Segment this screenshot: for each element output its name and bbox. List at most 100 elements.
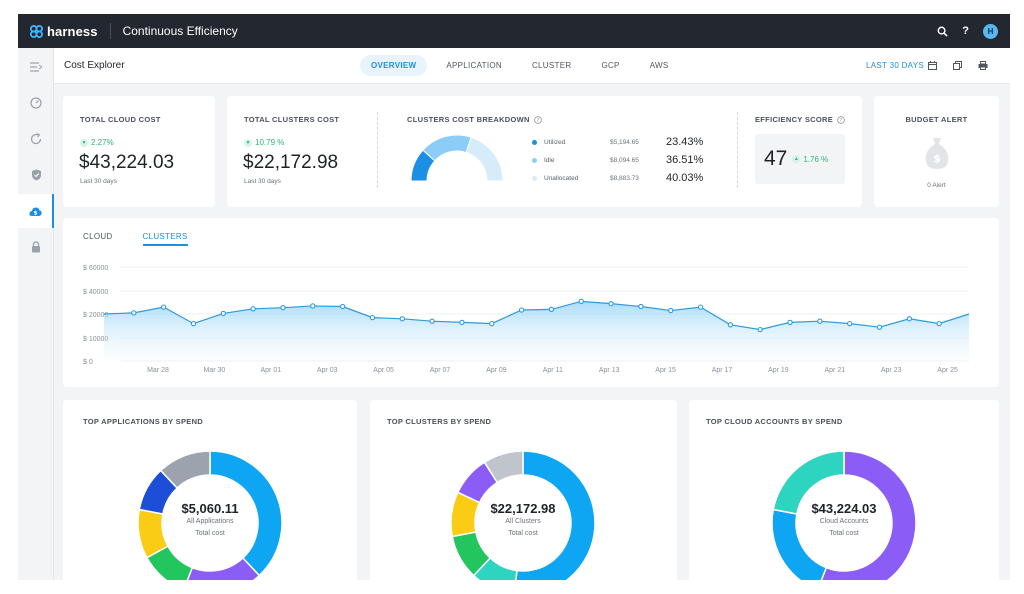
x-tick-label: Apr 23 xyxy=(881,367,902,374)
tab-cluster[interactable]: CLUSTER xyxy=(531,61,572,70)
gauge-icon[interactable] xyxy=(18,86,54,120)
x-tick-label: Apr 03 xyxy=(317,367,338,374)
date-range-label: LAST 30 DAYS xyxy=(866,61,924,70)
data-point[interactable] xyxy=(548,306,555,313)
efficiency-delta: ▲ 1.76 % xyxy=(792,155,828,164)
x-tick-label: Apr 11 xyxy=(543,367,563,374)
data-point[interactable] xyxy=(220,310,226,317)
x-tick-label: Apr 21 xyxy=(824,367,845,374)
donut-sub1: Cloud Accounts xyxy=(819,518,869,525)
data-point[interactable] xyxy=(190,320,197,327)
data-point[interactable] xyxy=(310,303,316,309)
data-point[interactable] xyxy=(518,307,525,313)
search-icon[interactable] xyxy=(937,26,948,37)
top-clusters-card: TOP CLUSTERS BY SPEND $22,172.98 All Clu… xyxy=(370,400,677,580)
row-name: Unallocated xyxy=(544,175,579,182)
arrow-down-icon: ▼ xyxy=(80,138,88,147)
top-clusters-donut[interactable] xyxy=(450,450,596,580)
data-point[interactable] xyxy=(429,318,435,324)
efficiency-score-box: 47 ▲ 1.76 % xyxy=(755,134,845,184)
top-cloud-accounts-donut[interactable] xyxy=(771,450,917,580)
tab-application[interactable]: APPLICATION xyxy=(446,61,502,70)
arrow-down-icon: ▼ xyxy=(244,138,252,147)
data-point[interactable] xyxy=(399,316,405,322)
data-point[interactable] xyxy=(876,324,883,330)
info-icon[interactable]: ? xyxy=(533,115,542,124)
total-cloud-cost-card[interactable]: TOTAL CLOUD COST ▼ 2.27% $43,224.03 Last… xyxy=(63,96,215,207)
tab-overview[interactable]: OVERVIEW xyxy=(360,55,428,76)
data-point[interactable] xyxy=(697,304,704,310)
data-point[interactable] xyxy=(459,319,465,326)
data-point[interactable] xyxy=(578,298,584,304)
donut-segment-2[interactable] xyxy=(772,450,845,515)
donut-segment-5[interactable] xyxy=(483,450,524,484)
clusters-summary-card: TOTAL CLUSTERS COST ▼ 10.79 % $22,172.98… xyxy=(227,96,862,207)
app-window: harness Continuous Efficiency ? H $ xyxy=(18,14,1010,580)
x-tick-label: Apr 01 xyxy=(260,367,281,374)
cloud-cost-value: $43,224.03 xyxy=(79,152,175,173)
x-tick-label: Apr 17 xyxy=(712,367,733,374)
donut-amount: $22,172.98 xyxy=(490,501,556,516)
row-name: Utilized xyxy=(544,139,566,146)
data-point[interactable] xyxy=(847,320,853,327)
copy-icon[interactable] xyxy=(953,61,962,70)
print-icon[interactable] xyxy=(978,61,988,70)
efficiency-label: EFFICIENCY SCORE xyxy=(755,115,834,124)
x-tick-label: Apr 19 xyxy=(768,367,789,374)
donut-segment-0[interactable] xyxy=(817,450,917,580)
menu-collapse-icon[interactable] xyxy=(18,50,54,84)
top-applications-donut[interactable] xyxy=(137,450,283,580)
data-point[interactable] xyxy=(936,320,942,327)
cost-trend-chart[interactable]: $ 60000 $ 40000 $ 20000 $ 10000 $ 0 Mar 28 Ma… xyxy=(63,218,999,387)
cloud-cost-icon[interactable]: $ xyxy=(18,194,54,228)
help-icon[interactable]: ? xyxy=(962,25,969,37)
data-point[interactable] xyxy=(280,305,286,311)
data-point[interactable] xyxy=(608,301,614,307)
data-point[interactable] xyxy=(757,326,763,333)
info-icon[interactable]: ? xyxy=(837,115,845,124)
efficiency-header: EFFICIENCY SCORE ? xyxy=(755,115,845,124)
data-point[interactable] xyxy=(250,306,256,312)
data-point[interactable] xyxy=(339,303,346,310)
card-label: TOTAL CLOUD COST xyxy=(80,115,161,124)
lock-icon[interactable] xyxy=(18,230,54,264)
breakdown-label: CLUSTERS COST BREAKDOWN xyxy=(407,115,530,124)
harness-logo[interactable]: harness xyxy=(30,24,98,39)
svg-text:$: $ xyxy=(933,152,941,165)
data-point[interactable] xyxy=(668,307,674,314)
sub-header: Cost Explorer OVERVIEW APPLICATION CLUST… xyxy=(54,48,1010,84)
date-range-picker[interactable]: LAST 30 DAYS xyxy=(866,61,937,70)
donut-center: $22,172.98 All Clusters Total cost xyxy=(463,501,583,540)
data-point[interactable] xyxy=(787,319,793,326)
tab-gcp[interactable]: GCP xyxy=(601,61,620,70)
data-point[interactable] xyxy=(638,303,644,310)
donut-segment-0[interactable] xyxy=(209,450,283,577)
shield-icon[interactable] xyxy=(18,158,54,192)
row-amount: $5,194.65 xyxy=(610,139,639,146)
data-point[interactable] xyxy=(906,316,912,322)
row-pct: 23.43% xyxy=(666,136,704,148)
data-point[interactable] xyxy=(131,310,137,316)
donut-segment-1[interactable] xyxy=(183,556,261,580)
tab-aws[interactable]: AWS xyxy=(649,61,669,70)
user-avatar[interactable]: H xyxy=(983,23,998,39)
clusters-cost-delta-value: 10.79 % xyxy=(255,138,285,147)
data-point[interactable] xyxy=(161,304,167,310)
cycle-icon[interactable] xyxy=(18,122,54,156)
x-tick-label: Apr 15 xyxy=(655,367,676,374)
tab-cloud[interactable]: CLOUD xyxy=(83,232,113,241)
data-point[interactable] xyxy=(727,322,734,328)
data-point[interactable] xyxy=(489,320,495,327)
donut-segment-0[interactable] xyxy=(514,450,596,580)
data-point[interactable] xyxy=(817,318,823,324)
divider xyxy=(377,112,378,188)
data-point[interactable] xyxy=(369,314,376,321)
cloud-cost-delta-value: 2.27% xyxy=(91,138,114,147)
budget-alert-card[interactable]: BUDGET ALERT $ 0 Alert xyxy=(874,96,999,207)
tab-clusters[interactable]: CLUSTERS xyxy=(142,232,188,246)
row-amount: $8,883.73 xyxy=(610,175,639,182)
harness-logo-icon xyxy=(30,24,43,38)
x-tick-label: Apr 09 xyxy=(486,367,507,374)
breakdown-header: CLUSTERS COST BREAKDOWN ? xyxy=(407,115,542,124)
donut-segment-5[interactable] xyxy=(159,450,211,490)
